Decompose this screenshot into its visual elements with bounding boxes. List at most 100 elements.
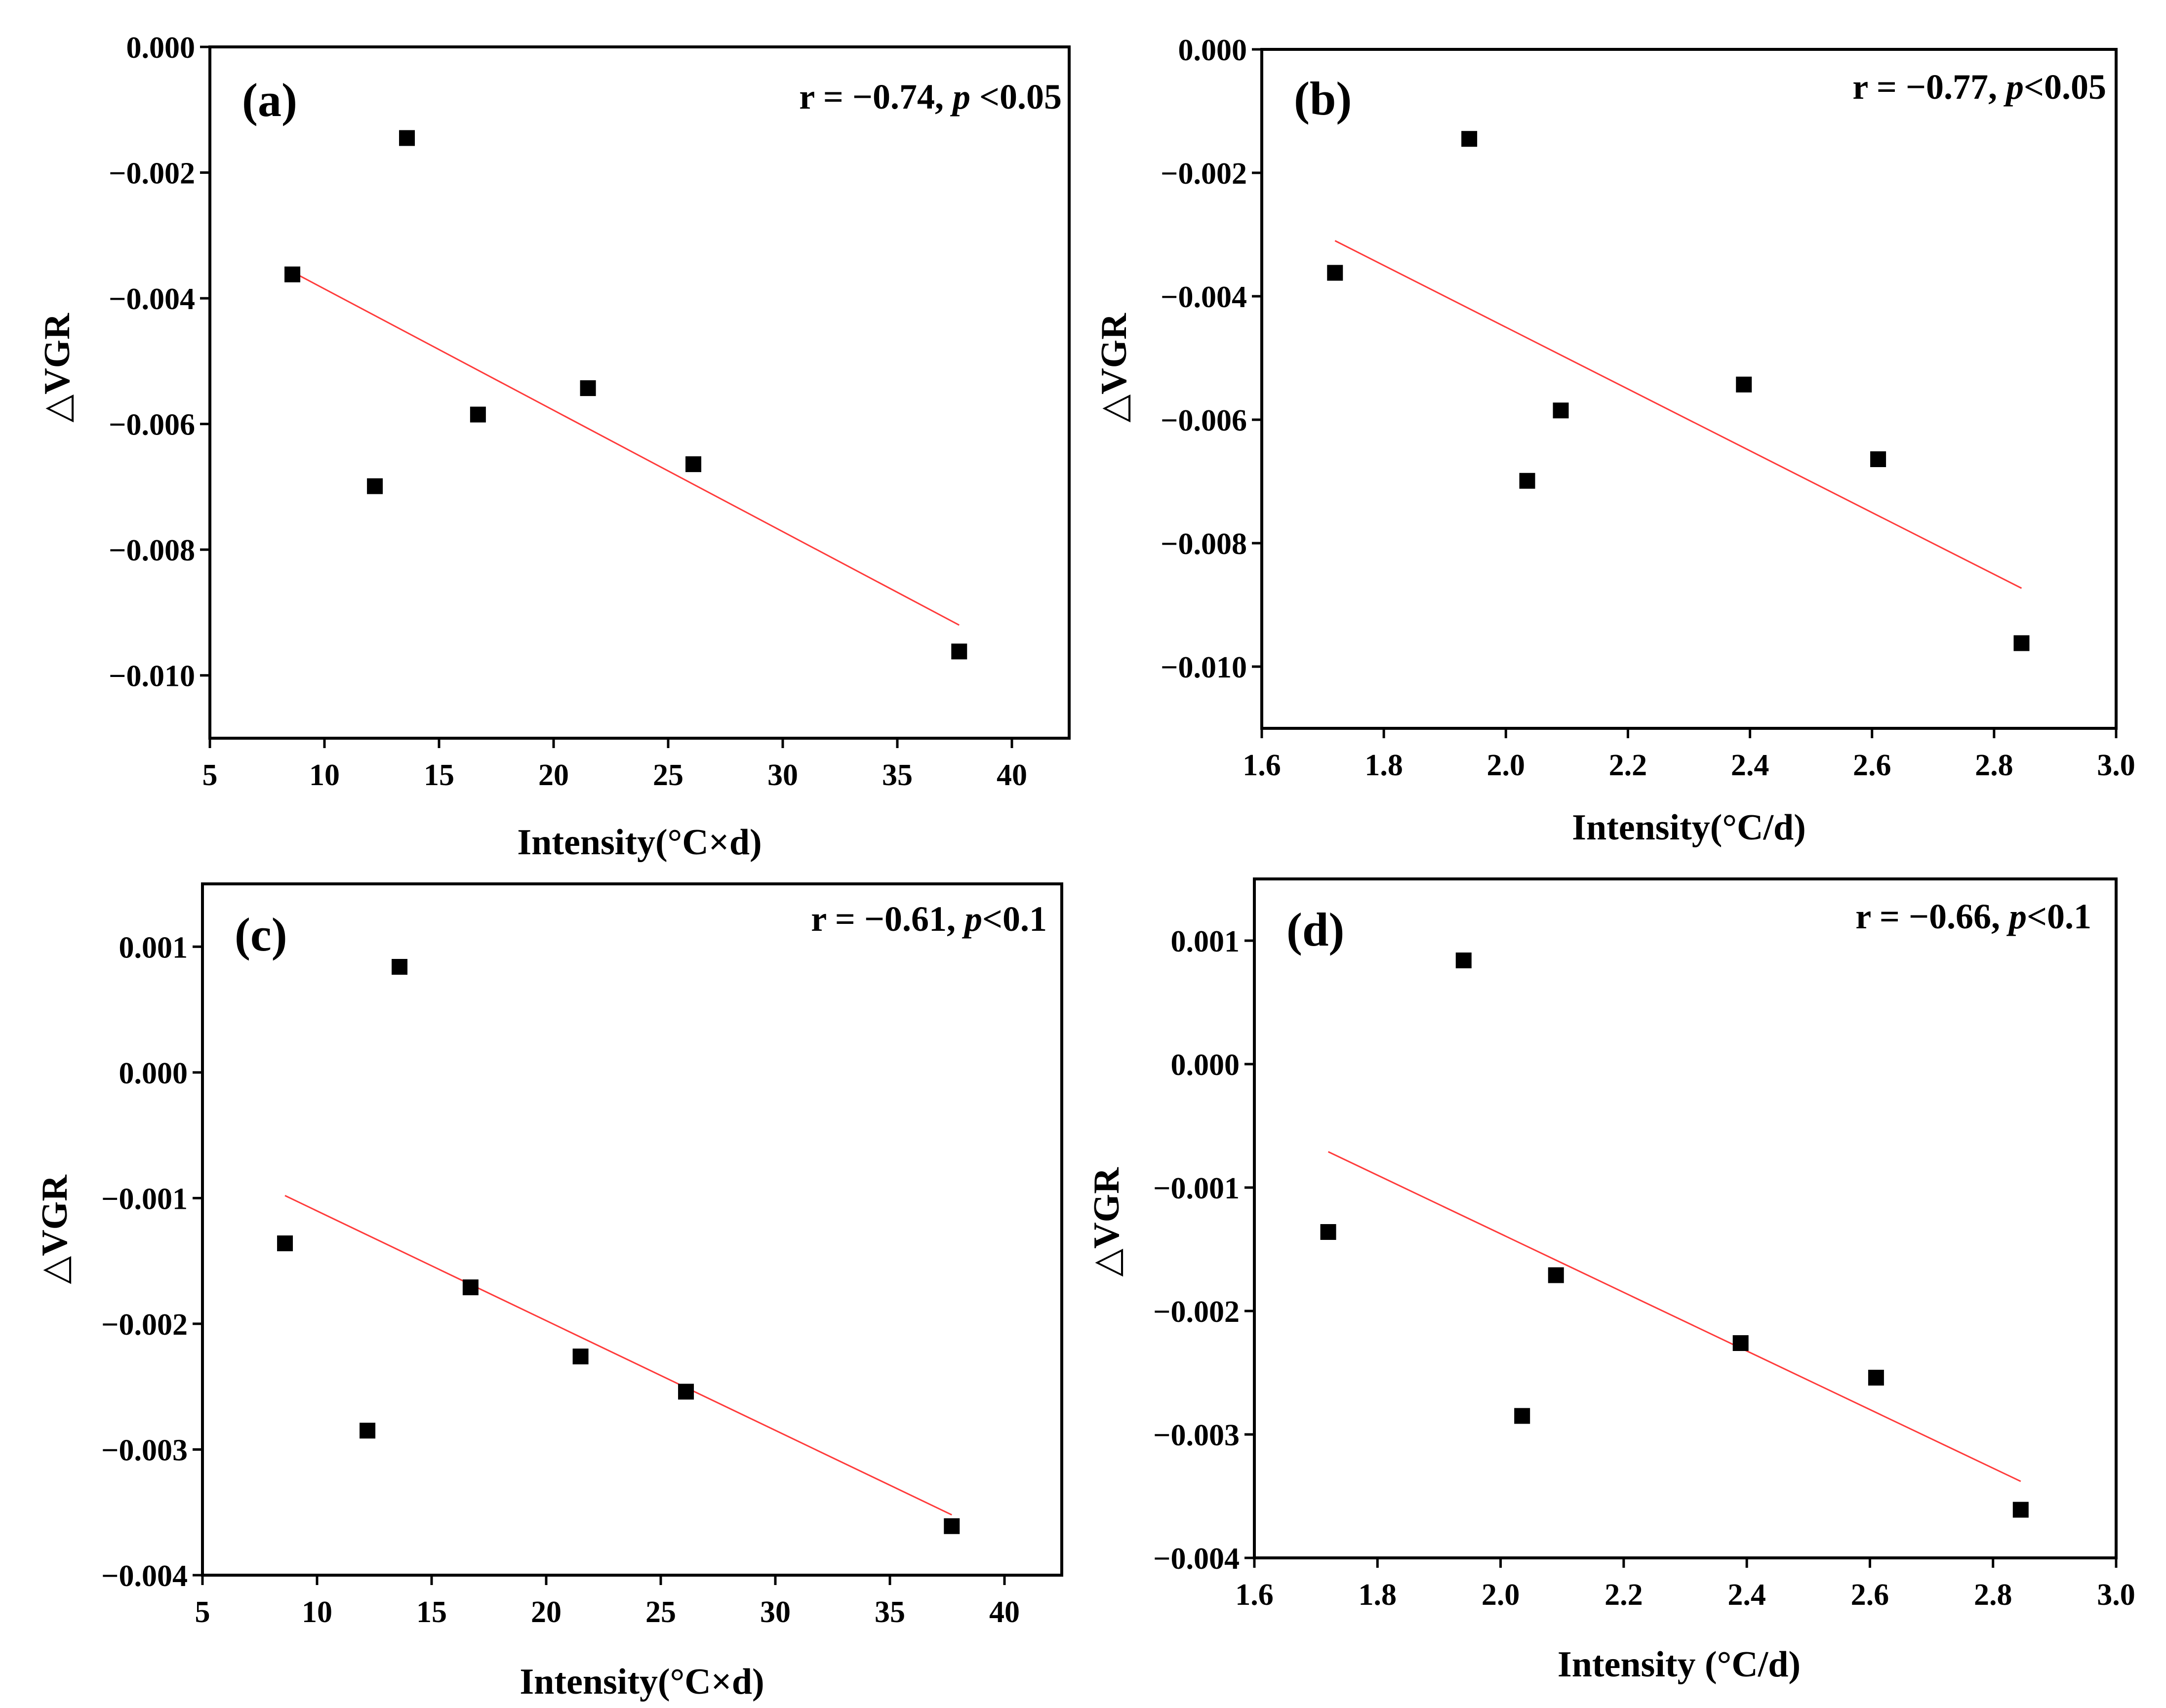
x-tick-label: 10 <box>309 758 340 792</box>
x-tick-label: 10 <box>302 1595 332 1629</box>
plot-frame <box>201 882 1063 1577</box>
y-tick-label: −0.002 <box>101 1308 188 1342</box>
panel-label: (a) <box>242 74 297 126</box>
y-tick-label: −0.001 <box>1153 1172 1240 1205</box>
panel-label: (c) <box>235 908 287 961</box>
x-ticks: 1.6 1.8 2.0 2.2 2.4 2.6 2.8 3.0 <box>1243 728 2135 782</box>
data-point <box>399 130 415 146</box>
data-point <box>944 1518 960 1534</box>
fit-lines <box>1327 1151 2021 1482</box>
regression-line <box>284 1194 952 1516</box>
regression-line <box>292 271 960 626</box>
data-point <box>1553 402 1569 419</box>
panel-label: (b) <box>1294 72 1352 125</box>
y-ticks: 0.001 0.000 −0.001 −0.002 −0.003 −0.004 <box>1153 925 1254 1576</box>
y-tick-label: −0.008 <box>1161 527 1247 561</box>
data-points <box>1320 953 2029 1518</box>
x-tick-label: 40 <box>989 1595 1020 1629</box>
stat-annotation: r = −0.61, p<0.1 <box>811 899 1047 939</box>
data-point <box>580 380 596 397</box>
x-tick-label: 1.6 <box>1235 1578 1274 1612</box>
x-ticks: 5 10 15 20 25 30 35 40 <box>195 1575 1020 1629</box>
data-point <box>1455 953 1472 968</box>
data-point <box>470 406 486 423</box>
x-axis-label: Intensity(°C×d) <box>520 1662 764 1702</box>
y-tick-label: −0.003 <box>1153 1419 1240 1452</box>
x-tick-label: 1.8 <box>1364 749 1403 782</box>
data-point <box>1320 1224 1336 1240</box>
x-tick-label: 2.2 <box>1604 1578 1643 1612</box>
x-tick-label: 25 <box>653 758 683 792</box>
x-tick-label: 5 <box>202 758 218 792</box>
y-tick-label: 0.001 <box>119 931 188 964</box>
y-tick-label: −0.002 <box>109 157 195 191</box>
x-tick-label: 25 <box>645 1595 676 1629</box>
data-point <box>1461 131 1478 147</box>
data-point <box>1514 1408 1530 1424</box>
y-tick-label: 0.000 <box>126 31 196 65</box>
x-tick-label: 2.6 <box>1851 1578 1889 1612</box>
plot-frame <box>1253 877 2118 1559</box>
y-tick-label: −0.006 <box>1161 404 1247 437</box>
data-point <box>1548 1267 1564 1283</box>
x-axis-label: Intensity(°C/d) <box>1572 807 1806 848</box>
y-axis-label: △VGR <box>37 313 78 423</box>
x-tick-label: 1.8 <box>1359 1578 1397 1612</box>
x-tick-label: 2.4 <box>1731 749 1769 782</box>
y-axis-label: △VGR <box>35 1174 75 1284</box>
stat-annotation: r = −0.77, p<0.05 <box>1852 67 2106 107</box>
y-ticks: 0.001 0.000 −0.001 −0.002 −0.003 −0.004 <box>101 931 202 1593</box>
data-point <box>284 266 301 282</box>
x-tick-label: 35 <box>882 758 913 792</box>
data-point <box>1519 473 1535 489</box>
data-points <box>277 959 960 1534</box>
data-point <box>1327 265 1343 281</box>
stat-annotation: r = −0.74, p <0.05 <box>799 77 1062 117</box>
x-tick-label: 2.0 <box>1482 1578 1520 1612</box>
y-tick-label: −0.010 <box>1161 651 1247 684</box>
y-tick-label: −0.004 <box>109 282 195 316</box>
data-point <box>2013 635 2030 651</box>
panel-d: 1.6 1.8 2.0 2.2 2.4 2.6 2.8 3.0 0.001 0.000 −0.00… <box>1086 877 2135 1685</box>
x-axis-label: Intensity(°C×d) <box>517 822 762 863</box>
data-point <box>360 1423 376 1439</box>
data-point <box>1868 1370 1884 1386</box>
data-point <box>951 643 967 660</box>
y-tick-label: 0.000 <box>1171 1048 1240 1082</box>
data-point <box>678 1384 694 1400</box>
y-tick-label: −0.004 <box>1153 1542 1240 1576</box>
data-point <box>685 456 702 473</box>
data-point <box>1736 376 1752 393</box>
y-tick-label: −0.004 <box>1161 280 1247 314</box>
x-axis-label: Intensity (°C/d) <box>1558 1644 1801 1685</box>
x-tick-label: 15 <box>416 1595 447 1629</box>
x-tick-label: 3.0 <box>2097 1578 2135 1612</box>
y-tick-label: −0.002 <box>1161 157 1247 191</box>
y-tick-label: −0.010 <box>109 660 195 693</box>
y-tick-label: −0.006 <box>109 408 195 442</box>
x-tick-label: 30 <box>760 1595 791 1629</box>
x-ticks: 5 10 15 20 25 30 35 40 <box>202 738 1027 792</box>
x-tick-label: 2.6 <box>1853 749 1891 782</box>
y-ticks: 0.000 −0.002 −0.004 −0.006 −0.008 −0.010 <box>109 31 210 693</box>
x-tick-label: 2.0 <box>1487 749 1525 782</box>
plot-frame <box>208 45 1071 740</box>
regression-line <box>1327 1151 2021 1482</box>
x-tick-label: 1.6 <box>1243 749 1281 782</box>
y-tick-label: −0.008 <box>109 534 195 567</box>
stat-annotation: r = −0.66, p<0.1 <box>1855 897 2091 936</box>
data-point <box>1870 451 1886 467</box>
panel-a: 5 10 15 20 25 30 35 40 0.000 −0.002 −0.004 −0.006 −… <box>37 31 1071 863</box>
y-axis-label: △VGR <box>1094 313 1134 423</box>
x-tick-label: 2.4 <box>1727 1578 1766 1612</box>
x-ticks: 1.6 1.8 2.0 2.2 2.4 2.6 2.8 3.0 <box>1235 1558 2135 1612</box>
fit-lines <box>284 1194 952 1516</box>
y-axis-label: △VGR <box>1086 1167 1127 1277</box>
data-point <box>1732 1335 1749 1351</box>
y-tick-label: 0.001 <box>1171 925 1240 958</box>
x-tick-label: 2.2 <box>1609 749 1647 782</box>
regression-line <box>1334 240 2022 589</box>
y-tick-label: 0.000 <box>119 1057 188 1090</box>
x-tick-label: 40 <box>997 758 1027 792</box>
data-point <box>462 1279 479 1296</box>
